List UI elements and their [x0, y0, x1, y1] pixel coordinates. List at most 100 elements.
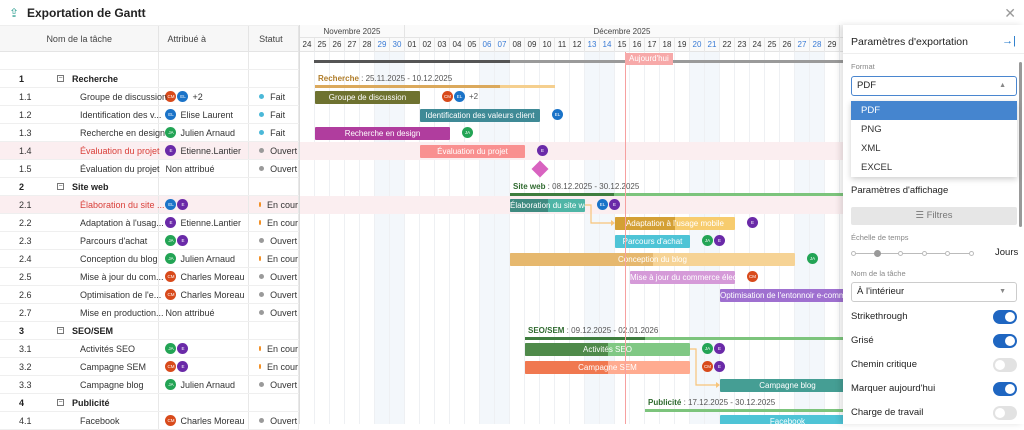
group-summary-bar[interactable] [510, 193, 843, 196]
format-option[interactable]: PNG [861, 124, 882, 135]
table-row[interactable]: 1.1 Groupe de discussion CM EL +2 Fait [0, 88, 299, 106]
task-name: Campagne SEM [80, 362, 147, 372]
slider-step[interactable] [945, 251, 951, 256]
month-header: Novembre 2025 Décembre 2025 [300, 25, 843, 38]
toggle-switch[interactable] [993, 358, 1017, 372]
task-name: Activités SEO [80, 344, 136, 354]
task-bar[interactable]: Évaluation du projet [420, 145, 525, 158]
format-select[interactable]: PDF ▲ [851, 76, 1017, 96]
toggle-switch[interactable] [993, 382, 1017, 396]
table-row[interactable]: 2.1 Élaboration du site ... EL E En cour [0, 196, 299, 214]
task-name-select[interactable]: À l'intérieur ▼ [851, 282, 1017, 302]
column-header-assigned[interactable]: Attribué à [159, 26, 250, 51]
slider-step[interactable] [851, 251, 856, 256]
status-cell: En cour [249, 214, 299, 231]
assignee-name: Charles Moreau [180, 289, 245, 300]
table-row[interactable]: 1.5 Évaluation du projet Non attribué Ouver… [0, 160, 299, 178]
table-row[interactable]: 4.1 Facebook CM Charles Moreau Ouvert [0, 412, 299, 430]
day-label: 29 [375, 38, 390, 52]
table-row[interactable]: 2.7 Mise en production... Non attribué Ouve… [0, 304, 299, 322]
avatar: CM [165, 271, 177, 282]
close-icon[interactable]: ✕ [1004, 5, 1016, 21]
task-bar[interactable]: Optimisation de l'entonnoir e-commerce [720, 289, 843, 302]
bar-assignees: JA E [702, 343, 726, 354]
day-label: 09 [525, 38, 540, 52]
task-bar[interactable]: Parcours d'achat [615, 235, 690, 248]
group-name: Recherche [72, 74, 119, 84]
day-column [555, 52, 570, 424]
table-row[interactable]: 1.2 Identification des v... EL Elise Lauren… [0, 106, 299, 124]
group-summary-bar[interactable] [525, 337, 843, 340]
task-bar[interactable]: Campagne SEM [525, 361, 690, 374]
column-header-name[interactable]: Nom de la tâche [0, 26, 160, 51]
time-scale-slider[interactable] [851, 250, 974, 257]
slider-step[interactable] [921, 251, 927, 256]
table-row[interactable]: 1.4 Évaluation du projet E Etienne.Lantier O… [0, 142, 299, 160]
format-option[interactable]: XML [861, 143, 881, 154]
panel-scrollbar[interactable] [1019, 62, 1022, 227]
table-row[interactable]: 3.2 Campagne SEM CM E En cour [0, 358, 299, 376]
task-bar[interactable]: Campagne blog [720, 379, 843, 392]
assigned-cell [159, 394, 250, 411]
toggle-label: Grisé [851, 335, 874, 346]
day-label: 17 [645, 38, 660, 52]
slider-handle[interactable] [873, 250, 881, 257]
task-name: Optimisation de l'e... [80, 290, 162, 300]
task-bar[interactable]: Conception du blog [510, 253, 795, 266]
avatar: JA [165, 235, 177, 246]
group-summary-bar[interactable] [645, 409, 843, 412]
task-number: 3.3 [19, 380, 32, 390]
task-name-cell: 3.3 Campagne blog [0, 376, 160, 393]
collapse-panel-icon[interactable]: →| [1002, 35, 1016, 47]
filters-button[interactable]: ☰ Filtres [851, 207, 1017, 225]
task-bar[interactable]: Recherche en design [315, 127, 450, 140]
group-row[interactable]: 2 − Site web [0, 178, 299, 196]
format-option[interactable]: EXCEL [861, 162, 893, 173]
status-text: Ouvert [270, 163, 298, 174]
collapse-icon[interactable]: − [57, 183, 64, 190]
collapse-icon[interactable]: − [57, 399, 64, 406]
table-row[interactable]: 2.4 Conception du blog JA Julien Arnaud En c… [0, 250, 299, 268]
table-row[interactable]: 2.6 Optimisation de l'e... CM Charles Morea… [0, 286, 299, 304]
table-row[interactable]: 2.3 Parcours d'achat JA E Ouvert [0, 232, 299, 250]
task-bar[interactable]: Facebook [720, 415, 843, 424]
slider-step[interactable] [898, 251, 904, 256]
task-bar[interactable]: Adaptation à l'usage mobile [615, 217, 735, 230]
collapse-icon[interactable]: − [57, 75, 64, 82]
format-option[interactable]: PDF [851, 101, 1017, 120]
slider-step[interactable] [969, 251, 974, 256]
time-scale-label: Échelle de temps [851, 233, 909, 242]
task-name-cell: 3 − SEO/SEM [0, 322, 160, 339]
table-row[interactable] [0, 52, 299, 70]
task-bar[interactable]: Identification des valeurs client [420, 109, 540, 122]
toggle-switch[interactable] [993, 334, 1017, 348]
task-bar[interactable]: Mise à jour du commerce électr... [630, 271, 735, 284]
status-dot [259, 130, 265, 135]
table-row[interactable]: 2.2 Adaptation à l'usag... E Etienne.Lantie… [0, 214, 299, 232]
table-row[interactable]: 3.1 Activités SEO JA E En cour [0, 340, 299, 358]
task-bar[interactable]: Activités SEO [525, 343, 690, 356]
toggle-switch[interactable] [993, 310, 1017, 324]
toggle-label: Chemin critique [851, 359, 917, 370]
group-row[interactable]: 1 − Recherche [0, 70, 299, 88]
assignee-name: Non attribué [165, 163, 215, 174]
table-row[interactable]: 3.3 Campagne blog JA Julien Arnaud Ouvert [0, 376, 299, 394]
column-header-status[interactable]: Statut [249, 26, 299, 51]
table-row[interactable]: 2.5 Mise à jour du com... CM Charles Moreau… [0, 268, 299, 286]
group-summary-bar[interactable] [315, 85, 555, 88]
toggle-switch[interactable] [993, 406, 1017, 420]
status-cell: En cour [249, 358, 299, 375]
collapse-icon[interactable]: − [57, 327, 64, 334]
status-cell [249, 322, 299, 339]
group-row[interactable]: 3 − SEO/SEM [0, 322, 299, 340]
status-cell: Ouvert [249, 412, 299, 429]
task-bar[interactable]: Groupe de discussion [315, 91, 420, 104]
task-number: 3 [19, 326, 25, 336]
task-bar[interactable]: Élaboration du site web [510, 199, 585, 212]
table-row[interactable]: 1.3 Recherche en design JA Julien Arnaud Fai… [0, 124, 299, 142]
group-row[interactable]: 4 − Publicité [0, 394, 299, 412]
filters-label: Filtres [926, 210, 953, 221]
gantt-chart: Novembre 2025 Décembre 2025 24 25 26 27 28 29 3… [300, 25, 843, 424]
assignee-name: Charles Moreau [180, 415, 245, 426]
avatar: EL [454, 91, 465, 102]
